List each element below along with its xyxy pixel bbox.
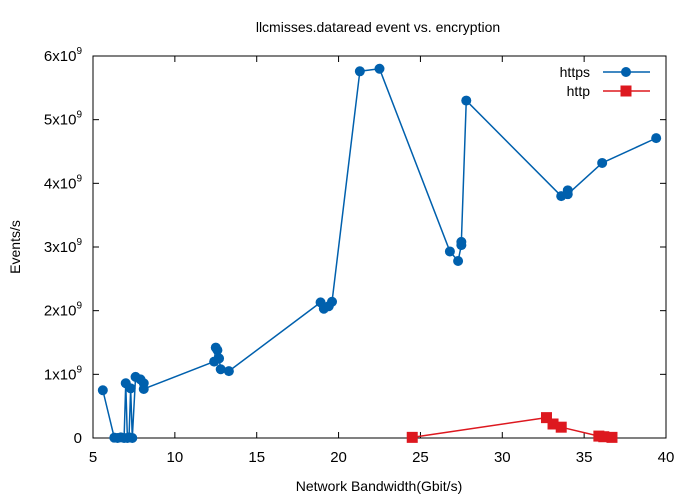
y-tick-label: 1x109 <box>44 364 83 383</box>
y-tick-exponent: 9 <box>76 364 82 375</box>
y-tick-exponent: 9 <box>76 110 82 121</box>
y-tick-exponent: 9 <box>76 301 82 312</box>
data-point-https <box>127 433 138 443</box>
x-tick-label: 35 <box>576 449 593 466</box>
y-tick-base: 5x10 <box>44 112 77 129</box>
legend: https http <box>560 64 650 99</box>
y-tick-label: 6x109 <box>44 46 83 65</box>
x-axis: 5 10 15 20 25 30 35 40 <box>89 56 675 466</box>
y-tick-base: 2x10 <box>44 303 77 320</box>
y-tick-label: 5x109 <box>44 110 83 129</box>
x-tick-label: 15 <box>248 449 265 466</box>
series-layer <box>97 63 662 443</box>
data-point-https <box>215 364 226 375</box>
x-tick-label: 40 <box>658 449 675 466</box>
y-tick-label: 0 <box>74 430 82 447</box>
legend-item-http: http <box>567 83 650 99</box>
data-point-http <box>406 431 418 443</box>
x-axis-label: Network Bandwidth(Gbit/s) <box>296 478 463 494</box>
x-tick-label: 20 <box>330 449 347 466</box>
data-point-https <box>597 157 608 168</box>
series-line-https <box>102 67 657 439</box>
data-point-https <box>562 189 573 200</box>
data-point-http <box>555 421 567 433</box>
y-tick-label: 4x109 <box>44 173 83 192</box>
chart-title: llcmisses.dataread event vs. encryption <box>256 19 500 35</box>
data-point-http <box>540 412 552 424</box>
y-tick-exponent: 9 <box>76 237 82 248</box>
y-tick-exponent: 9 <box>76 46 82 57</box>
y-tick-label: 2x109 <box>44 301 83 320</box>
x-tick-label: 25 <box>412 449 429 466</box>
data-point-https <box>651 133 662 144</box>
data-point-https <box>453 256 464 267</box>
series-https <box>97 63 662 443</box>
legend-marker <box>620 85 632 97</box>
data-point-https <box>444 246 455 257</box>
legend-label: https <box>560 64 590 80</box>
y-tick-exponent: 9 <box>76 173 82 184</box>
data-point-https <box>456 236 467 247</box>
data-point-https <box>138 383 149 394</box>
legend-item-https: https <box>560 64 650 80</box>
x-tick-label: 30 <box>494 449 511 466</box>
data-point-https <box>374 63 385 74</box>
data-point-https <box>223 366 234 377</box>
y-tick-label: 3x109 <box>44 237 83 256</box>
data-point-http <box>547 418 559 430</box>
y-tick-base: 1x10 <box>44 366 77 383</box>
data-point-http <box>606 431 618 443</box>
data-point-https <box>125 383 136 394</box>
y-tick-base: 4x10 <box>44 175 77 192</box>
x-tick-label: 10 <box>167 449 184 466</box>
legend-marker <box>621 67 631 77</box>
y-tick-base: 3x10 <box>44 239 77 256</box>
data-point-https <box>461 95 472 106</box>
data-point-https <box>97 385 108 396</box>
data-point-https <box>212 345 223 356</box>
legend-label: http <box>567 83 591 99</box>
y-axis-label: Events/s <box>7 220 23 274</box>
plot-frame <box>92 55 667 439</box>
data-point-https <box>354 66 365 77</box>
series-http <box>406 412 618 443</box>
y-tick-base: 6x10 <box>44 48 77 65</box>
x-tick-label: 5 <box>89 449 97 466</box>
data-point-http <box>598 431 610 443</box>
y-tick-base: 0 <box>74 430 82 447</box>
data-point-https <box>214 353 225 364</box>
data-point-https <box>327 296 338 307</box>
series-line-http <box>412 416 613 439</box>
